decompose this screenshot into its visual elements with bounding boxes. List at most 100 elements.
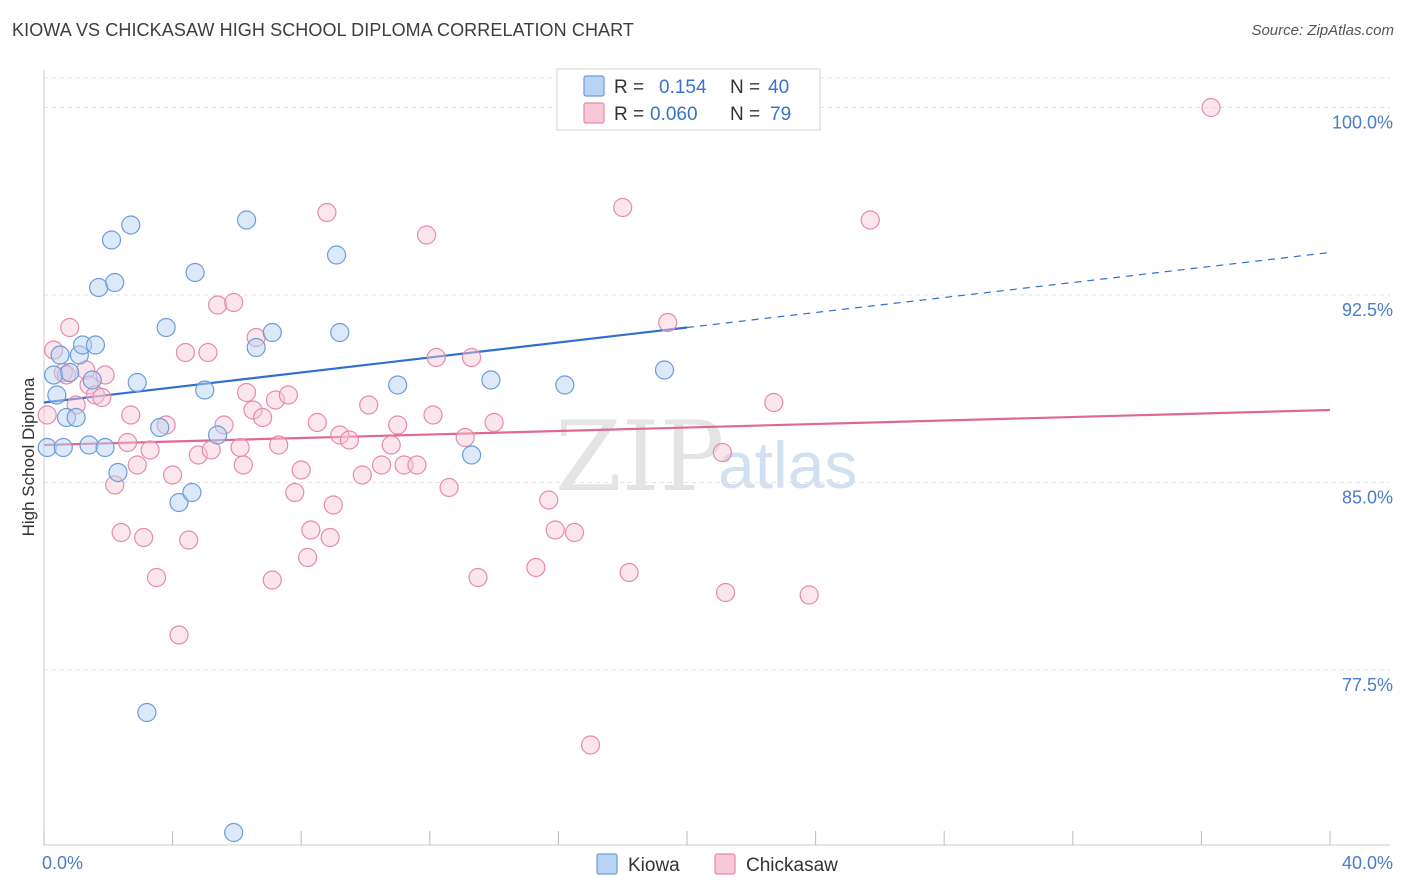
chickasaw-point [799,585,819,605]
chickasaw-point [439,477,459,498]
kiowa-point [101,230,122,250]
chickasaw-point [224,292,244,313]
kiowa-point [169,492,189,513]
kiowa-point [82,370,102,390]
chickasaw-point [539,490,559,510]
chickasaw-point [860,210,880,230]
x-tick-label-max: 40.0% [1342,853,1393,873]
chickasaw-point [580,735,601,755]
chickasaw-point [127,455,147,475]
watermark-zip: ZIP [555,401,724,513]
kiowa-point [66,407,86,428]
chickasaw-point [175,342,196,363]
chickasaw-point [301,520,321,540]
chickasaw-point [111,522,131,543]
kiowa-point [182,482,202,503]
chickasaw-point [278,385,298,405]
chickasaw-point [179,530,199,550]
chickasaw-point [37,405,57,425]
grid-lines [44,77,1390,671]
kiowa-point [654,360,675,380]
chickasaw-point [291,460,311,480]
chickasaw-point [658,312,678,333]
chickasaw-point [269,435,289,455]
kiowa-point [60,362,80,383]
chickasaw-series-swatch [714,853,736,875]
chickasaw-point [169,625,189,645]
chickasaw-point [468,567,488,588]
chickasaw-n-label: N = [730,104,760,125]
y-tick-label: 92.5% [1342,300,1393,320]
kiowa-point [37,437,57,458]
chickasaw-point [381,435,401,455]
chickasaw-point [307,412,327,433]
chickasaw-point [92,387,112,408]
kiowa-point [121,215,141,235]
chickasaw-point [198,342,218,363]
chickasaw-point [712,442,732,463]
chickasaw-point [455,427,475,448]
chickasaw-point [526,557,546,578]
chickasaw-series-name: Chickasaw [746,855,838,876]
chickasaw-point [163,465,183,485]
kiowa-point [195,380,215,400]
chickasaw-point [764,392,784,413]
kiowa-point [89,277,109,298]
chickasaw-point [233,455,253,475]
kiowa-point [208,425,228,445]
kiowa-point [127,372,147,393]
chickasaw-point [265,390,286,410]
y-tick-label: 100.0% [1332,113,1393,133]
chickasaw-n-value: 79 [770,104,791,125]
source-credit: Source: ZipAtlas.com [1251,22,1394,39]
chickasaw-point [461,347,482,368]
chickasaw-point [117,432,138,453]
chickasaw-point [388,415,408,435]
chickasaw-r-value: 0.060 [650,104,698,125]
chickasaw-point [1201,97,1221,118]
kiowa-point [50,345,70,365]
kiowa-series-name: Kiowa [628,855,680,876]
chickasaw-point [317,202,337,223]
kiowa-point [150,417,170,438]
chickasaw-point [323,495,343,515]
chickasaw-point [134,527,154,548]
chickasaw-point [243,400,263,420]
chickasaw-point [140,440,160,460]
kiowa-trend-extension [686,251,1331,329]
chickasaw-point [352,465,372,485]
kiowa-point [47,385,67,405]
chickasaw-point [407,455,427,475]
chickasaw-point [619,562,639,583]
chickasaw-point [426,347,446,368]
kiowa-point [461,445,482,465]
kiowa-point [481,370,501,390]
watermark-atlas: atlas [718,428,857,502]
kiowa-point [246,337,266,358]
kiowa-r-value: 0.154 [659,77,707,98]
chickasaw-point [613,197,633,218]
stats-legend: R = 0.154 N = 40 R = 0.060 N = 79 [556,68,821,131]
kiowa-point [388,375,408,395]
kiowa-point [108,462,128,483]
chickasaw-point [545,520,565,540]
kiowa-point [105,272,125,293]
kiowa-point [156,317,176,338]
chickasaw-point [60,317,80,338]
kiowa-point [44,365,64,385]
chickasaw-point [564,522,585,543]
kiowa-point [330,322,350,343]
chickasaw-r-label: R = [614,104,644,125]
kiowa-n-value: 40 [768,77,789,98]
chart-title: KIOWA VS CHICKASAW HIGH SCHOOL DIPLOMA C… [12,20,635,40]
kiowa-point [185,262,205,283]
y-tick-label: 85.0% [1342,488,1393,508]
chickasaw-point [339,430,360,450]
chickasaw-point [371,455,392,475]
kiowa-point [137,702,157,723]
series-legend: Kiowa Chickasaw [596,853,838,876]
chickasaw-point [416,225,437,245]
chickasaw-point [253,407,273,428]
chickasaw-point [715,582,736,603]
